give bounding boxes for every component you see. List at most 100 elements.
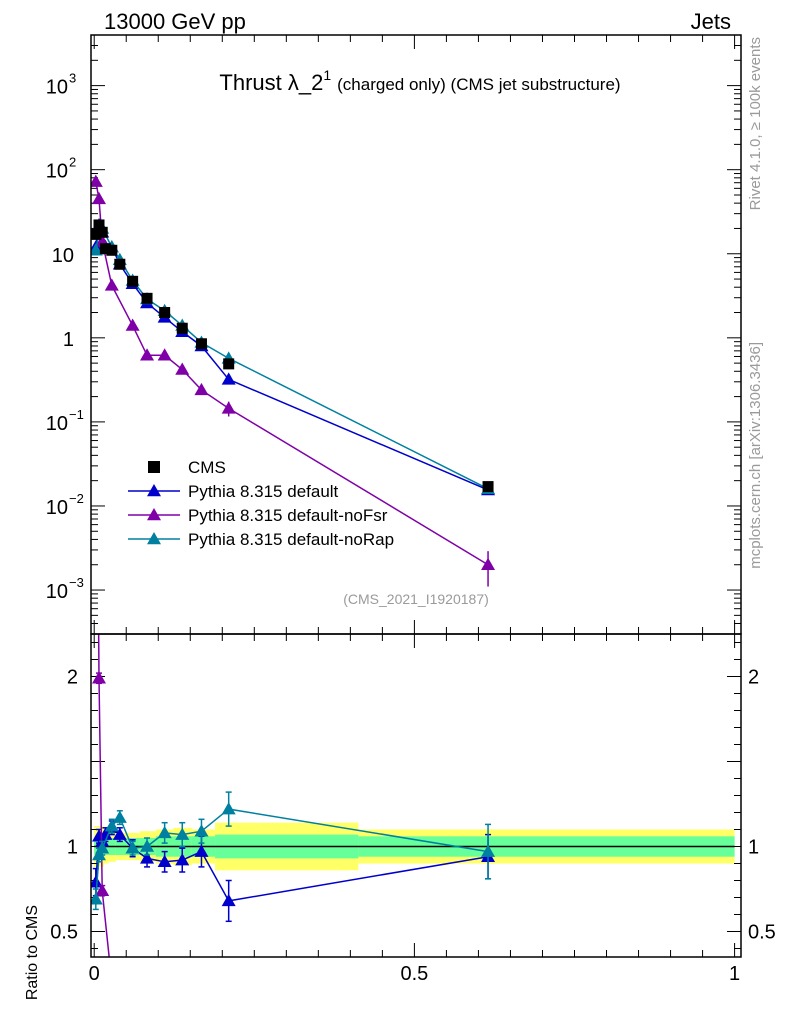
cms-data-point <box>106 244 118 256</box>
ratio-frame <box>90 633 742 958</box>
legend-marker-cms <box>148 461 160 473</box>
analysis-tag: (CMS_2021_I1920187) <box>343 591 489 607</box>
data-point <box>157 348 172 361</box>
data-point <box>92 191 107 205</box>
ratio-point <box>221 802 236 815</box>
series-ratio-noFsr <box>92 634 495 1001</box>
cms-data-point <box>91 228 102 240</box>
ratio-point <box>222 976 236 988</box>
mcplots-label: mcplots.cern.ch [arXiv:1306.3436] <box>747 342 764 569</box>
legend-label: Pythia 8.315 default-noRap <box>188 530 394 549</box>
cms-data-point <box>93 219 105 231</box>
y-tick-exponent: 3 <box>69 71 76 86</box>
ratio-ylabel: Ratio to CMS <box>24 905 41 1000</box>
ratio-line <box>97 634 110 957</box>
data-point <box>221 401 236 414</box>
chart-title: Thrust λ_21 (charged only) (CMS jet subst… <box>219 67 620 95</box>
ratio-point <box>95 841 110 854</box>
cms-data-point <box>141 292 153 304</box>
series-ratio-noRap <box>91 791 496 911</box>
data-point <box>221 372 236 385</box>
y-tick-label: 10 <box>46 77 68 99</box>
ratio-point <box>194 844 209 857</box>
ratio-point <box>112 810 127 823</box>
ratio-point <box>157 854 172 868</box>
header-right: Jets <box>691 9 731 34</box>
header-left: 13000 GeV pp <box>104 9 246 34</box>
y-tick-exponent: −2 <box>69 491 84 506</box>
ratio-point <box>125 841 140 854</box>
ratio-point <box>92 848 107 861</box>
uncertainty-bands <box>94 822 735 871</box>
data-point <box>125 318 140 331</box>
ratio-point <box>175 853 190 866</box>
title-main: Thrust λ_2 <box>219 70 323 95</box>
y-tick-label: 10 <box>46 581 68 603</box>
ratio-point <box>157 825 172 839</box>
legend-marker <box>147 532 161 545</box>
legend-label: Pythia 8.315 default <box>188 482 339 501</box>
ratio-point <box>194 976 208 988</box>
cms-data-point <box>96 226 108 238</box>
y-tick-exponent: −3 <box>69 575 84 590</box>
y-tick-label: 10 <box>46 161 68 183</box>
cms-data-point <box>482 481 494 493</box>
legend: CMS Pythia 8.315 default Pythia 8.315 defa… <box>128 458 394 549</box>
data-point <box>481 557 496 570</box>
ratio-point <box>91 892 103 905</box>
ratio-point <box>175 976 189 988</box>
data-point <box>140 348 155 361</box>
ratio-point <box>126 967 140 979</box>
cms-data-point <box>223 358 235 370</box>
legend-marker <box>147 508 161 521</box>
ratio-point <box>95 883 110 896</box>
ratio-y-tick-label-right: 1 <box>748 837 759 859</box>
legend-label: Pythia 8.315 default-noFsr <box>188 506 388 525</box>
ratio-y-tick-label-right: 2 <box>748 667 759 689</box>
x-tick-label: 0.5 <box>400 963 428 985</box>
x-tick-label: 1 <box>729 963 740 985</box>
ratio-point <box>104 819 119 832</box>
rivet-label: Rivet 4.1.0, ≥ 100k events <box>747 37 764 210</box>
data-point <box>91 243 103 256</box>
cms-data-point <box>127 275 139 287</box>
ratio-y-tick-label: 2 <box>67 667 78 689</box>
data-point <box>104 278 119 291</box>
cms-data-point <box>195 338 207 350</box>
ratio-point <box>140 976 154 988</box>
ratio-point <box>481 989 495 1001</box>
y-tick-label: 10 <box>46 413 68 435</box>
data-point <box>194 382 209 396</box>
y-tick-label: 10 <box>46 497 68 519</box>
title-superscript: 1 <box>323 67 331 83</box>
y-tick-label: 10 <box>52 245 74 267</box>
ratio-point <box>112 827 127 840</box>
ratio-point <box>194 824 209 837</box>
y-tick-label: 1 <box>63 329 74 351</box>
ratio-point <box>140 851 155 864</box>
cms-data-point <box>176 322 188 334</box>
data-point <box>175 362 190 375</box>
y-tick-exponent: −1 <box>69 407 84 422</box>
ratio-point <box>481 844 496 857</box>
y-tick-exponent: 2 <box>69 155 76 170</box>
cms-data-point <box>159 307 171 319</box>
data-point <box>91 174 103 187</box>
ratio-point <box>95 834 110 847</box>
cms-data-point <box>114 258 126 270</box>
ratio-point <box>105 976 119 988</box>
ratio-point <box>175 827 190 840</box>
series-layer <box>91 174 496 1001</box>
ratio-y-tick-label: 0.5 <box>50 922 78 944</box>
ratio-y-tick-label: 1 <box>67 837 78 859</box>
ratio-point <box>221 893 236 907</box>
series-line <box>95 222 489 491</box>
series-main-cms <box>91 219 494 493</box>
ratio-point <box>92 671 107 684</box>
legend-marker <box>147 484 161 497</box>
legend-label: CMS <box>188 458 226 477</box>
ratio-point <box>140 839 155 852</box>
ratio-y-tick-label-right: 0.5 <box>748 922 776 944</box>
